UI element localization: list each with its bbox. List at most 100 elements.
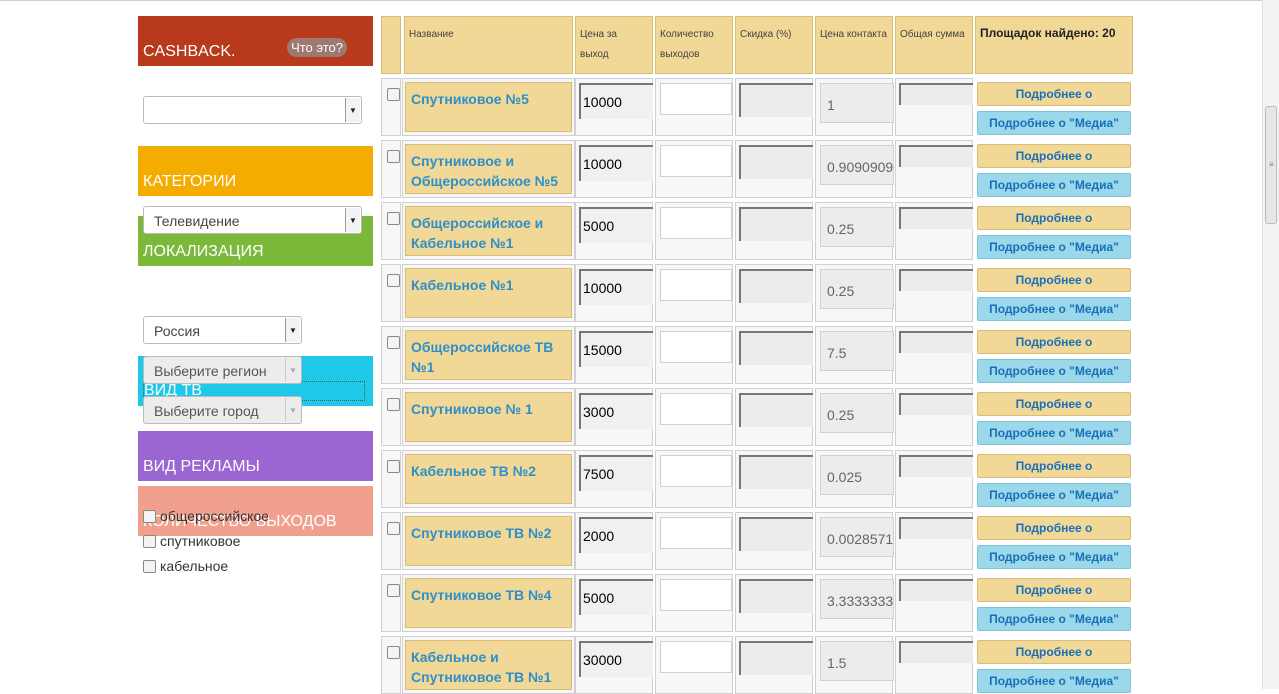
platform-name-link[interactable]: Спутниковое №5 bbox=[405, 82, 572, 132]
discount-input[interactable] bbox=[739, 331, 813, 365]
platform-name-link[interactable]: Спутниковое ТВ №2 bbox=[405, 516, 572, 566]
media-details-button[interactable]: Подробнее о "Медиа" bbox=[977, 173, 1131, 197]
row-checkbox[interactable] bbox=[387, 150, 400, 163]
platform-details-button[interactable]: Подробнее о "Площадке" bbox=[977, 516, 1131, 557]
category-select[interactable]: Телевидение ▼ bbox=[143, 206, 362, 234]
media-details-button[interactable]: Подробнее о "Медиа" bbox=[977, 111, 1131, 135]
city-select[interactable]: Выберите город ▼ bbox=[143, 396, 302, 424]
media-details-button[interactable]: Подробнее о "Медиа" bbox=[977, 235, 1131, 259]
scrollbar-thumb[interactable]: ≡ bbox=[1265, 106, 1277, 224]
option-label: кабельное bbox=[160, 558, 229, 574]
platform-details-button[interactable]: Подробнее о "Площадке" bbox=[977, 82, 1131, 123]
qty-input[interactable] bbox=[660, 145, 732, 177]
price-input[interactable]: 10000 bbox=[579, 145, 653, 181]
row-checkbox[interactable] bbox=[387, 274, 400, 287]
discount-input[interactable] bbox=[739, 579, 813, 613]
qty-input[interactable] bbox=[660, 579, 732, 611]
media-details-button[interactable]: Подробнее о "Медиа" bbox=[977, 545, 1131, 569]
total-input bbox=[899, 83, 973, 105]
region-select[interactable]: Выберите регион ▼ bbox=[143, 356, 302, 384]
platform-details-button[interactable]: Подробнее о "Площадке" bbox=[977, 578, 1131, 619]
platform-details-button[interactable]: Подробнее о "Площадке" bbox=[977, 454, 1131, 495]
platform-details-button[interactable]: Подробнее о "Площадке" bbox=[977, 144, 1131, 185]
categories-title: КАТЕГОРИИ bbox=[143, 173, 237, 190]
platform-name-link[interactable]: Спутниковое и Общероссийское №5 bbox=[405, 144, 572, 194]
vertical-scrollbar[interactable]: ≡ bbox=[1262, 0, 1279, 689]
select-cell bbox=[381, 388, 401, 446]
media-details-button[interactable]: Подробнее о "Медиа" bbox=[977, 421, 1131, 445]
discount-input[interactable] bbox=[739, 641, 813, 675]
price-input[interactable]: 7500 bbox=[579, 455, 653, 491]
category-select-value: Телевидение bbox=[154, 213, 240, 229]
platform-name-link[interactable]: Кабельное и Спутниковое ТВ №1 bbox=[405, 640, 572, 690]
grip-icon: ≡ bbox=[1269, 160, 1274, 169]
row-checkbox[interactable] bbox=[387, 584, 400, 597]
cashback-select[interactable]: ▼ bbox=[143, 96, 362, 124]
row-checkbox[interactable] bbox=[387, 212, 400, 225]
count-header[interactable]: КОЛИЧЕСТВО ВЫХОДОВ bbox=[138, 486, 373, 536]
qty-input[interactable] bbox=[660, 455, 732, 487]
discount-input[interactable] bbox=[739, 455, 813, 489]
price-input[interactable]: 5000 bbox=[579, 579, 653, 615]
qty-input[interactable] bbox=[660, 269, 732, 301]
price-input[interactable]: 3000 bbox=[579, 393, 653, 429]
qty-input[interactable] bbox=[660, 331, 732, 363]
checkbox[interactable] bbox=[143, 534, 156, 548]
platform-details-button[interactable]: Подробнее о "Площадке" bbox=[977, 268, 1131, 309]
tv-type-option[interactable]: кабельное bbox=[143, 558, 228, 574]
qty-input[interactable] bbox=[660, 517, 732, 549]
platform-details-button[interactable]: Подробнее о "Площадке" bbox=[977, 640, 1131, 681]
platform-name-link[interactable]: Кабельное №1 bbox=[405, 268, 572, 318]
row-checkbox[interactable] bbox=[387, 460, 400, 473]
media-details-button[interactable]: Подробнее о "Медиа" bbox=[977, 607, 1131, 631]
tv-type-option[interactable]: общероссийское bbox=[143, 508, 269, 524]
qty-input[interactable] bbox=[660, 393, 732, 425]
row-checkbox[interactable] bbox=[387, 646, 400, 659]
row-checkbox[interactable] bbox=[387, 336, 400, 349]
total-input bbox=[899, 269, 973, 291]
row-checkbox[interactable] bbox=[387, 88, 400, 101]
media-details-button[interactable]: Подробнее о "Медиа" bbox=[977, 669, 1131, 693]
qty-input[interactable] bbox=[660, 641, 732, 673]
platform-name-link[interactable]: Общероссийское и Кабельное №1 bbox=[405, 206, 572, 256]
discount-input[interactable] bbox=[739, 207, 813, 241]
discount-input[interactable] bbox=[739, 83, 813, 117]
checkbox[interactable] bbox=[143, 559, 156, 573]
price-input[interactable]: 15000 bbox=[579, 331, 653, 367]
select-cell bbox=[381, 512, 401, 570]
price-input[interactable]: 10000 bbox=[579, 269, 653, 305]
checkbox[interactable] bbox=[143, 509, 156, 523]
price-input[interactable]: 30000 bbox=[579, 641, 653, 677]
platform-name-link[interactable]: Кабельное ТВ №2 bbox=[405, 454, 572, 504]
country-select[interactable]: Россия ▼ bbox=[143, 316, 302, 344]
price-input[interactable]: 5000 bbox=[579, 207, 653, 243]
media-details-button[interactable]: Подробнее о "Медиа" bbox=[977, 297, 1131, 321]
platform-name-link[interactable]: Общероссийское ТВ №1 bbox=[405, 330, 572, 380]
platform-details-button[interactable]: Подробнее о "Площадке" bbox=[977, 206, 1131, 247]
row-checkbox[interactable] bbox=[387, 398, 400, 411]
platform-name-link[interactable]: Спутниковое № 1 bbox=[405, 392, 572, 442]
qty-input[interactable] bbox=[660, 207, 732, 239]
chevron-down-icon: ▼ bbox=[285, 398, 300, 422]
what-is-this-button[interactable]: Что это? bbox=[287, 38, 347, 57]
price-input[interactable]: 2000 bbox=[579, 517, 653, 553]
platform-details-button[interactable]: Подробнее о "Площадке" bbox=[977, 392, 1131, 433]
contact-price-field: 0.9090909 bbox=[820, 145, 894, 185]
price-input[interactable]: 10000 bbox=[579, 83, 653, 119]
row-checkbox[interactable] bbox=[387, 522, 400, 535]
chevron-down-icon: ▼ bbox=[345, 98, 360, 122]
discount-input[interactable] bbox=[739, 145, 813, 179]
cashback-title: CASHBACK. bbox=[143, 43, 236, 60]
discount-input[interactable] bbox=[739, 517, 813, 551]
media-details-button[interactable]: Подробнее о "Медиа" bbox=[977, 359, 1131, 383]
select-cell bbox=[381, 140, 401, 198]
platform-details-button[interactable]: Подробнее о "Площадке" bbox=[977, 330, 1131, 371]
media-details-button[interactable]: Подробнее о "Медиа" bbox=[977, 483, 1131, 507]
qty-input[interactable] bbox=[660, 83, 732, 115]
discount-input[interactable] bbox=[739, 393, 813, 427]
ad-type-header[interactable]: ВИД РЕКЛАМЫ bbox=[138, 431, 373, 481]
platform-name-link[interactable]: Спутниковое ТВ №4 bbox=[405, 578, 572, 628]
tv-type-option[interactable]: спутниковое bbox=[143, 533, 240, 549]
contact-price-field: 0.025 bbox=[820, 455, 894, 495]
discount-input[interactable] bbox=[739, 269, 813, 303]
